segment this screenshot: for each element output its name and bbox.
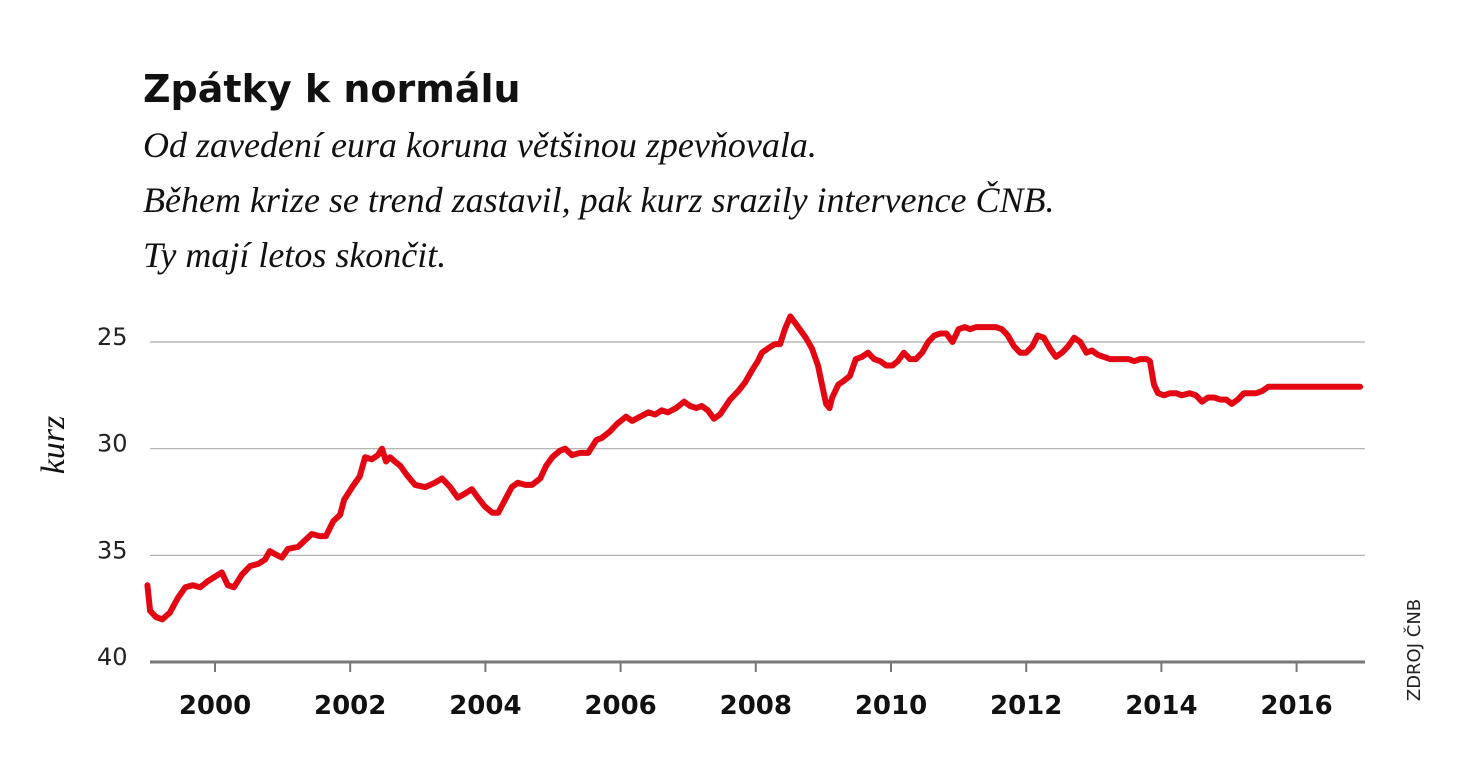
x-tick-label: 2014	[1125, 691, 1197, 721]
x-tick-label: 2004	[449, 691, 521, 721]
subtitle: Od zavedení eura koruna většinou zpevňov…	[143, 125, 817, 165]
y-tick-label: 25	[97, 323, 128, 351]
x-tick-label: 2010	[855, 691, 927, 721]
x-tick-label: 2006	[584, 691, 656, 721]
subtitle: Ty mají letos skončit.	[143, 235, 446, 275]
chart-title: Zpátky k normálu	[143, 67, 521, 111]
y-tick-label: 35	[97, 536, 128, 564]
source: ZDROJ ČNB	[1403, 599, 1425, 701]
x-tick-label: 2008	[720, 691, 792, 721]
x-tick-label: 2012	[990, 691, 1062, 721]
x-tick-label: 2000	[179, 691, 251, 721]
x-tick-label: 2016	[1260, 691, 1332, 721]
y-tick-label: 30	[97, 430, 128, 458]
subtitle: Během krize se trend zastavil, pak kurz …	[143, 180, 1054, 220]
y-tick-label: 40	[97, 643, 128, 671]
y-axis-label: kurz	[35, 416, 72, 475]
x-tick-label: 2002	[314, 691, 386, 721]
line	[144, 313, 1364, 623]
